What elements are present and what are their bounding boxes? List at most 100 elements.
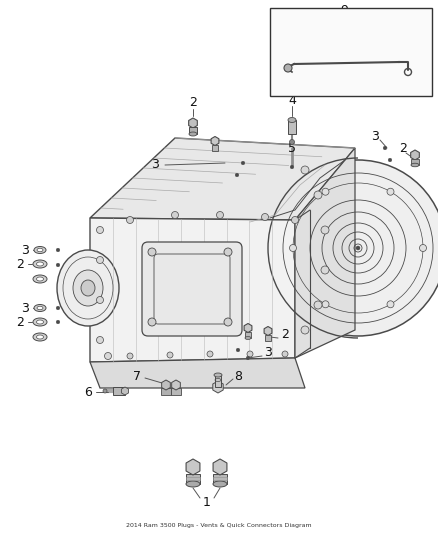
Ellipse shape [33,333,47,341]
Circle shape [207,351,213,357]
Circle shape [290,165,294,169]
Text: 4: 4 [288,93,296,107]
Polygon shape [411,150,419,160]
Circle shape [290,140,294,144]
Polygon shape [213,381,223,393]
Circle shape [56,306,60,310]
Bar [215,375,221,387]
Circle shape [56,263,60,267]
Text: 2: 2 [189,96,197,109]
Circle shape [420,245,427,252]
Text: 2: 2 [281,328,289,342]
Polygon shape [189,118,198,128]
Bar [212,145,218,151]
Ellipse shape [33,275,47,283]
Circle shape [148,318,156,326]
Circle shape [301,166,309,174]
Bar [411,159,419,165]
Circle shape [224,248,232,256]
Circle shape [96,227,103,233]
Ellipse shape [34,304,46,311]
Text: 5: 5 [288,141,296,155]
Text: 1: 1 [203,496,211,508]
Circle shape [387,301,394,308]
Circle shape [322,301,329,308]
Circle shape [247,351,253,357]
Bar [288,120,296,134]
Circle shape [56,320,60,324]
Circle shape [388,158,392,162]
Bar [161,388,171,395]
Circle shape [148,248,156,256]
Ellipse shape [288,117,296,123]
Circle shape [127,216,134,223]
Polygon shape [295,148,355,358]
Circle shape [321,266,329,274]
Circle shape [270,160,438,336]
Ellipse shape [213,481,227,487]
Ellipse shape [189,132,197,136]
Circle shape [314,301,322,309]
Bar [213,477,227,480]
Polygon shape [162,380,170,390]
Circle shape [292,216,299,223]
Circle shape [103,389,107,393]
Text: 2: 2 [399,141,407,155]
Text: 6: 6 [84,385,92,399]
Ellipse shape [37,306,43,310]
Circle shape [246,356,250,360]
Ellipse shape [33,318,47,326]
Polygon shape [90,138,355,220]
FancyBboxPatch shape [142,242,242,336]
Bar [186,477,200,480]
Text: 10: 10 [387,42,403,54]
Circle shape [235,173,239,177]
Text: 2: 2 [16,257,24,271]
Text: 8: 8 [234,369,242,383]
Ellipse shape [34,246,46,254]
Circle shape [321,226,329,234]
Polygon shape [121,387,128,395]
Text: 3: 3 [21,244,29,256]
Polygon shape [264,327,272,335]
Ellipse shape [36,262,43,266]
Circle shape [290,245,297,252]
Circle shape [261,214,268,221]
Circle shape [105,352,112,359]
Text: 3: 3 [371,131,379,143]
Circle shape [284,64,292,72]
Circle shape [383,146,387,150]
Text: 3: 3 [151,158,159,172]
Polygon shape [90,358,305,388]
Circle shape [387,188,394,195]
Text: 3: 3 [21,302,29,314]
Ellipse shape [33,260,47,268]
Ellipse shape [214,373,222,377]
Polygon shape [213,459,227,475]
Ellipse shape [57,250,119,326]
Text: 2014 Ram 3500 Plugs - Vents & Quick Connectors Diagram: 2014 Ram 3500 Plugs - Vents & Quick Conn… [126,523,312,528]
Ellipse shape [36,320,43,324]
Polygon shape [186,459,200,475]
Ellipse shape [37,248,43,252]
Circle shape [356,246,360,250]
Bar [113,387,125,395]
Circle shape [236,348,240,352]
Circle shape [96,296,103,303]
Bar [186,474,200,484]
Circle shape [224,318,232,326]
Polygon shape [90,218,295,362]
Circle shape [96,336,103,343]
Polygon shape [172,380,180,390]
Bar [270,8,432,96]
Bar [213,474,227,484]
Bar [189,127,197,134]
Circle shape [301,326,309,334]
Circle shape [167,352,173,358]
Polygon shape [211,136,219,146]
Circle shape [172,212,179,219]
Circle shape [127,353,133,359]
Text: 3: 3 [264,345,272,359]
Ellipse shape [411,163,419,167]
Ellipse shape [36,335,43,339]
